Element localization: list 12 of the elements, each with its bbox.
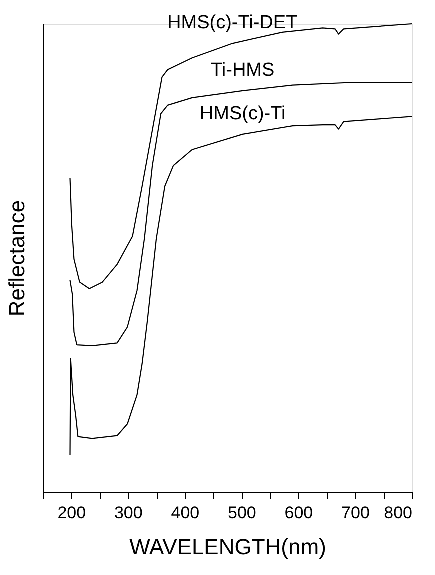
x-tick-label: 600 (284, 504, 314, 522)
y-axis-title: Reflectance (4, 200, 30, 317)
x-tick-label: 300 (114, 504, 143, 522)
x-tick-label: 200 (58, 504, 86, 522)
x-tick-label: 700 (342, 504, 370, 522)
series-label: HMS(c)-Ti-DET (168, 12, 298, 34)
x-tick-label: 500 (228, 504, 256, 522)
series-label: HMS(c)-Ti (200, 103, 286, 124)
x-axis-title: WAVELENGTH(nm) (130, 534, 326, 560)
series-label: Ti-HMS (210, 60, 275, 81)
x-tick-label: 400 (171, 504, 200, 522)
x-tick-label: 800 (384, 504, 412, 522)
